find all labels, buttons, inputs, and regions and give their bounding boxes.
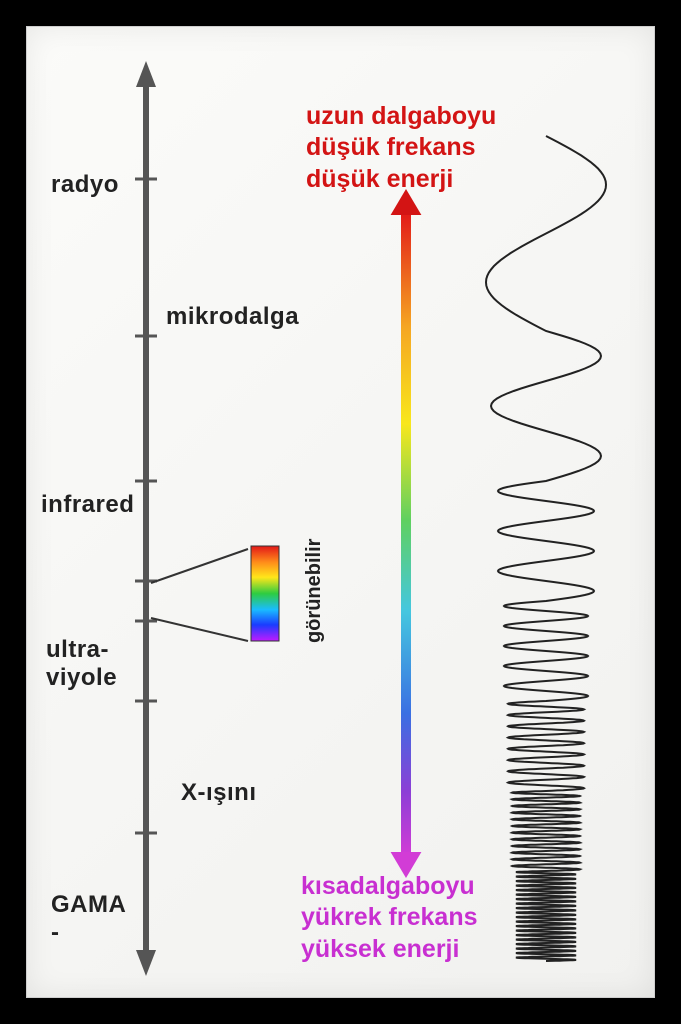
em-wave-curve — [486, 136, 606, 961]
long-wavelength-annotation: uzun dalgaboyu düşük frekans düşük enerj… — [306, 101, 496, 195]
spectrum-band-label: X-ışını — [181, 779, 257, 807]
diagram-panel: uzun dalgaboyu düşük frekans düşük enerj… — [26, 26, 655, 998]
axis-arrow-down-icon — [136, 950, 156, 976]
visible-spectrum-bar — [251, 546, 279, 641]
energy-gradient-bar — [401, 211, 411, 856]
spectrum-band-label: radyo — [51, 171, 119, 199]
spectrum-band-label: GAMA - — [51, 891, 126, 947]
visible-lead-line — [151, 618, 248, 641]
visible-light-label: görünebilir — [303, 539, 326, 643]
spectrum-band-label: infrared — [41, 491, 134, 519]
spectrum-band-label: ultra- viyole — [46, 636, 117, 692]
visible-lead-line — [151, 549, 248, 583]
short-wavelength-annotation: kısadalgaboyu yükrek frekans yüksek ener… — [301, 871, 478, 965]
spectrum-band-label: mikrodalga — [166, 303, 299, 331]
outer-frame: uzun dalgaboyu düşük frekans düşük enerj… — [8, 8, 673, 1016]
axis-arrow-up-icon — [136, 61, 156, 87]
